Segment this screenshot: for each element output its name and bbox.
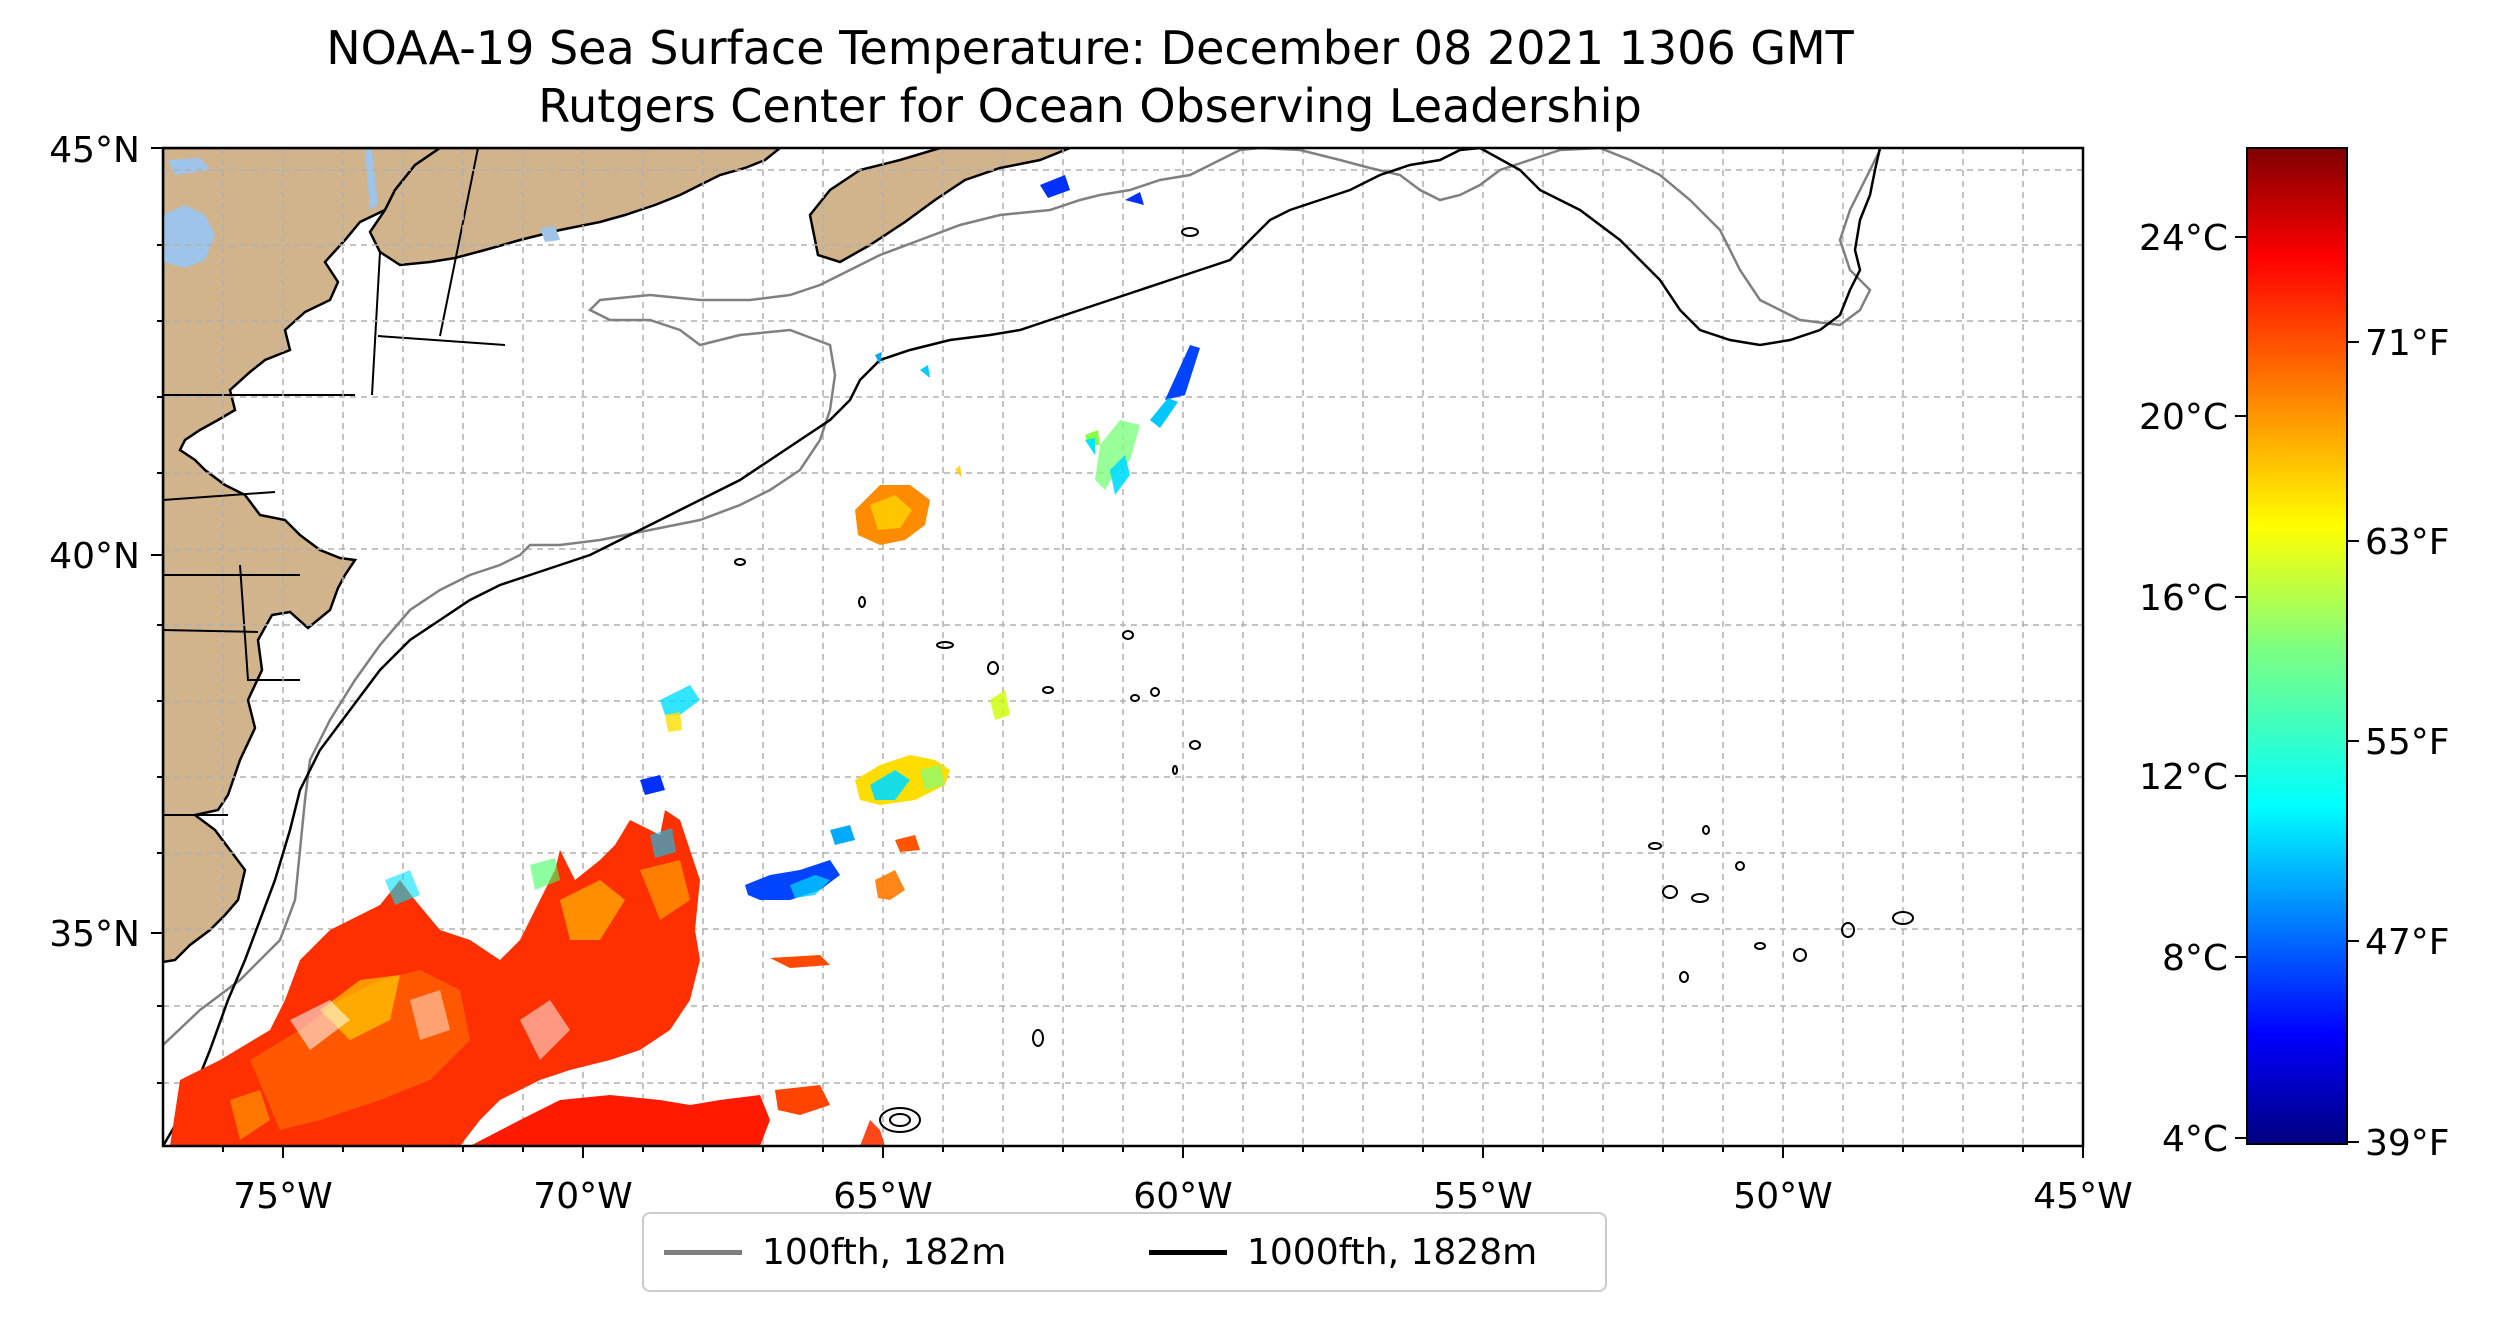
isobath-1000fth xyxy=(163,148,1882,1146)
map-subtitle: Rutgers Center for Ocean Observing Leade… xyxy=(538,79,1642,133)
legend-swatch-gray xyxy=(664,1249,742,1255)
fahrenheit-tick-label: 63°F xyxy=(2365,522,2450,563)
celsius-tick-label: 16°C xyxy=(2139,578,2228,619)
celsius-tick-label: 20°C xyxy=(2139,397,2228,438)
lat-tick-label: 40°N xyxy=(49,536,140,577)
isobath-100fth xyxy=(163,148,1882,1046)
fahrenheit-tick-label: 55°F xyxy=(2365,722,2450,763)
map-title: NOAA-19 Sea Surface Temperature: Decembe… xyxy=(326,21,1854,75)
colorbar-fahrenheit-ticks xyxy=(2347,341,2359,1143)
legend-item-1000fth: 1000fth, 1828m xyxy=(1149,1214,1537,1290)
sst-warm-region xyxy=(170,810,885,1146)
lon-tick-label: 75°W xyxy=(233,1176,332,1217)
lon-tick-label: 60°W xyxy=(1133,1176,1232,1217)
lat-tick-label: 35°N xyxy=(49,914,140,955)
lat-tick-marks xyxy=(151,147,163,1084)
lon-tick-label: 55°W xyxy=(1433,1176,1532,1217)
land-mass xyxy=(163,148,443,964)
lon-tick-labels: 75°W 70°W 65°W 60°W 55°W 50°W 45°W xyxy=(233,1176,2132,1217)
lon-tick-marks xyxy=(222,1146,2084,1158)
legend-item-100fth: 100fth, 182m xyxy=(664,1214,1006,1290)
colorbar-celsius-labels: 4°C 8°C 12°C 16°C 20°C 24°C xyxy=(2139,218,2228,1160)
legend-label: 1000fth, 1828m xyxy=(1247,1231,1538,1273)
colorbar-celsius-ticks xyxy=(2235,236,2247,1139)
fahrenheit-tick-label: 47°F xyxy=(2365,922,2450,963)
lon-tick-label: 50°W xyxy=(1733,1176,1832,1217)
legend-label: 100fth, 182m xyxy=(762,1231,1007,1273)
celsius-tick-label: 8°C xyxy=(2162,938,2228,979)
legend-swatch-black xyxy=(1149,1249,1227,1255)
fahrenheit-tick-label: 71°F xyxy=(2365,323,2450,364)
lon-tick-label: 70°W xyxy=(533,1176,632,1217)
sst-patches xyxy=(640,175,1200,900)
legend: 100fth, 182m 1000fth, 1828m xyxy=(642,1212,1607,1292)
lat-tick-label: 45°N xyxy=(49,130,140,171)
fahrenheit-tick-label: 39°F xyxy=(2365,1123,2450,1164)
lon-tick-label: 45°W xyxy=(2033,1176,2132,1217)
colorbar-fahrenheit-labels: 39°F 47°F 55°F 63°F 71°F xyxy=(2365,323,2450,1164)
colorbar xyxy=(2246,147,2348,1145)
celsius-tick-label: 12°C xyxy=(2139,757,2228,798)
lat-tick-labels: 35°N 40°N 45°N xyxy=(49,130,140,955)
seamounts xyxy=(734,227,1914,1133)
celsius-tick-label: 4°C xyxy=(2162,1119,2228,1160)
nova-scotia xyxy=(808,148,1071,264)
lon-tick-label: 65°W xyxy=(833,1176,932,1217)
celsius-tick-label: 24°C xyxy=(2139,218,2228,259)
